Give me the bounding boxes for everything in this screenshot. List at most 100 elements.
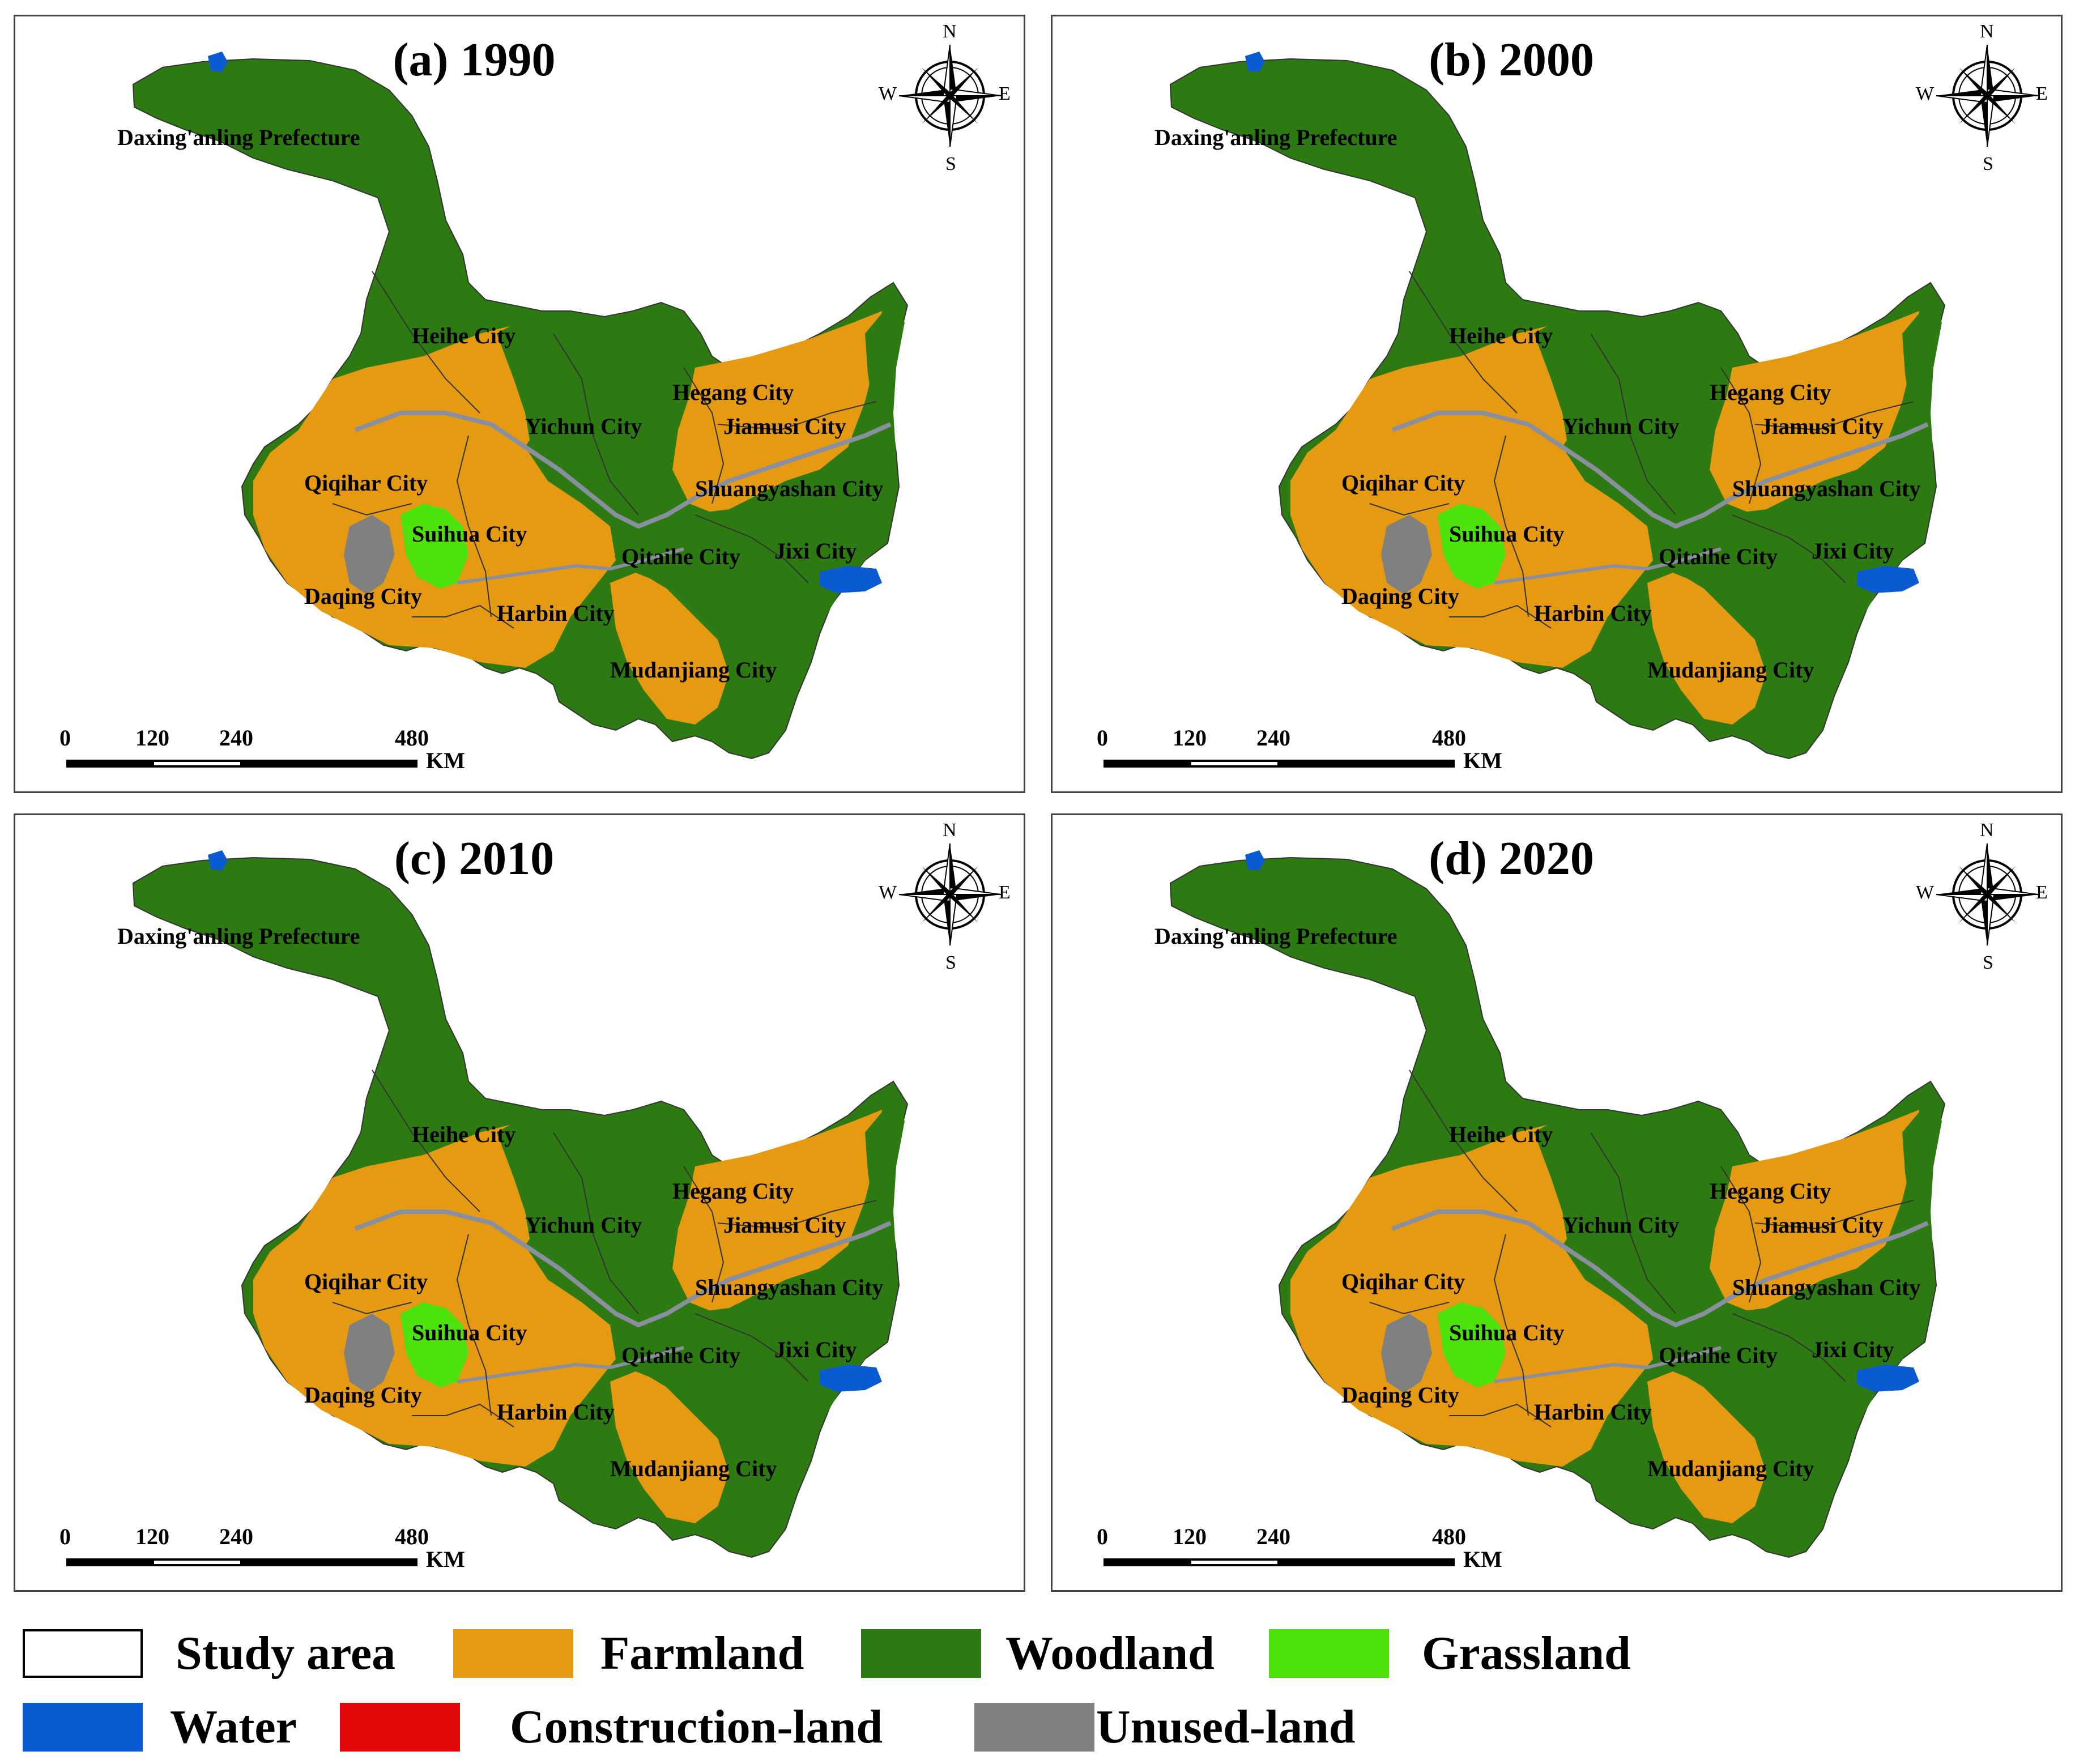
map-panel-2000: (b) 2000 Daxing'anling Prefecture Heihe … [1051, 15, 2063, 793]
legend-label: Construction-land [510, 1701, 883, 1753]
compass-w: W [879, 882, 897, 903]
city-label-hegang: Hegang City [1710, 380, 1831, 405]
legend-swatch-unused-land [974, 1703, 1094, 1752]
panel-title: (d) 2020 [1429, 832, 1594, 885]
city-label-qiqihar: Qiqihar City [1341, 1269, 1465, 1294]
compass-rose: N S E W [1916, 21, 2050, 174]
city-label-jiamusi: Jiamusi City [723, 1212, 846, 1238]
city-label-jiamusi: Jiamusi City [723, 414, 846, 439]
city-label-jixi: Jixi City [1812, 538, 1894, 564]
scale-bar: 0 120 240 480 KM [1087, 725, 1502, 781]
city-label-daxinganling: Daxing'anling Prefecture [1154, 125, 1397, 150]
compass-e: E [999, 882, 1011, 903]
city-label-daxinganling: Daxing'anling Prefecture [1154, 923, 1397, 949]
scale-tick-480: 480 [395, 725, 429, 751]
legend: Study area Farmland Woodland Grassland W… [0, 1614, 2075, 1764]
compass-rose: N S E W [879, 21, 1012, 174]
city-label-daqing: Daqing City [1341, 583, 1459, 609]
legend-label: Grassland [1422, 1627, 1631, 1680]
compass-e: E [2036, 83, 2048, 104]
city-label-qitaihe: Qitaihe City [621, 544, 740, 569]
compass-w: W [879, 83, 897, 104]
city-label-heihe: Heihe City [412, 323, 516, 348]
legend-swatch-farmland [453, 1629, 573, 1678]
city-label-shuangyashan: Shuangyashan City [695, 476, 884, 501]
city-label-daxinganling: Daxing'anling Prefecture [117, 125, 360, 150]
city-label-jiamusi: Jiamusi City [1761, 414, 1884, 439]
city-label-yichun: Yichun City [1562, 414, 1680, 439]
city-label-qiqihar: Qiqihar City [304, 470, 428, 496]
legend-label: Woodland [1005, 1627, 1215, 1680]
city-label-harbin: Harbin City [497, 1399, 615, 1425]
scale-tick-240: 240 [219, 725, 253, 751]
city-label-suihua: Suihua City [412, 521, 527, 547]
legend-swatch-water [23, 1703, 143, 1752]
scale-tick-0: 0 [1097, 725, 1108, 751]
city-label-hegang: Hegang City [672, 380, 794, 405]
city-label-mudanjiang: Mudanjiang City [610, 1456, 777, 1481]
compass-rose: N S E W [1916, 820, 2050, 973]
compass-e: E [2036, 882, 2048, 903]
city-label-yichun: Yichun City [525, 1212, 642, 1238]
city-label-suihua: Suihua City [412, 1320, 527, 1345]
compass-e: E [999, 83, 1011, 104]
city-label-harbin: Harbin City [1534, 600, 1652, 626]
city-label-shuangyashan: Shuangyashan City [1732, 476, 1921, 501]
legend-swatch-grassland [1269, 1629, 1389, 1678]
panel-title: (c) 2010 [394, 832, 555, 885]
city-label-yichun: Yichun City [1562, 1212, 1680, 1238]
compass-s: S [1983, 154, 1993, 174]
city-label-daqing: Daqing City [304, 583, 422, 609]
scale-tick-480: 480 [1432, 725, 1466, 751]
legend-swatch-study-area [23, 1629, 143, 1678]
legend-label: Unused-land [1096, 1701, 1356, 1753]
compass-rose: N S E W [879, 820, 1012, 973]
scale-bar: 0 120 240 480 KM [49, 1523, 465, 1580]
scale-tick-120: 120 [1173, 725, 1207, 751]
city-label-jixi: Jixi City [774, 1337, 857, 1362]
scale-tick-120: 120 [1173, 1524, 1207, 1549]
legend-label: Farmland [600, 1627, 804, 1680]
city-label-qiqihar: Qiqihar City [1341, 470, 1465, 496]
compass-w: W [1916, 83, 1935, 104]
city-label-mudanjiang: Mudanjiang City [610, 657, 777, 683]
city-label-heihe: Heihe City [1449, 1122, 1553, 1147]
city-label-suihua: Suihua City [1449, 1320, 1565, 1345]
city-label-heihe: Heihe City [1449, 323, 1553, 348]
compass-n: N [943, 820, 957, 841]
scale-bar: 0 120 240 480 KM [1087, 1523, 1502, 1580]
scale-tick-240: 240 [219, 1524, 253, 1549]
city-label-qitaihe: Qitaihe City [621, 1343, 740, 1368]
scale-unit: KM [1463, 1546, 1502, 1572]
city-label-jixi: Jixi City [774, 538, 857, 564]
city-label-jixi: Jixi City [1812, 1337, 1894, 1362]
city-label-daqing: Daqing City [304, 1382, 422, 1408]
city-label-harbin: Harbin City [497, 600, 615, 626]
scale-tick-480: 480 [395, 1524, 429, 1549]
scale-bar: 0 120 240 480 KM [49, 725, 465, 781]
legend-label: Water [170, 1701, 297, 1753]
scale-tick-120: 120 [135, 725, 169, 751]
city-label-shuangyashan: Shuangyashan City [695, 1275, 884, 1300]
scale-tick-240: 240 [1256, 725, 1290, 751]
city-label-shuangyashan: Shuangyashan City [1732, 1275, 1921, 1300]
legend-swatch-construction-land [340, 1703, 460, 1752]
city-label-jiamusi: Jiamusi City [1761, 1212, 1884, 1238]
compass-s: S [945, 952, 956, 973]
city-label-harbin: Harbin City [1534, 1399, 1652, 1425]
panel-title: (a) 1990 [393, 33, 556, 86]
legend-swatch-woodland [861, 1629, 981, 1678]
city-label-mudanjiang: Mudanjiang City [1647, 657, 1814, 683]
compass-n: N [1980, 820, 1994, 841]
legend-label: Study area [176, 1627, 396, 1680]
city-label-hegang: Hegang City [1710, 1178, 1831, 1204]
scale-tick-0: 0 [59, 725, 71, 751]
city-label-daxinganling: Daxing'anling Prefecture [117, 923, 360, 949]
city-label-heihe: Heihe City [412, 1122, 516, 1147]
compass-w: W [1916, 882, 1935, 903]
compass-n: N [1980, 21, 1994, 42]
scale-tick-480: 480 [1432, 1524, 1466, 1549]
scale-unit: KM [426, 1546, 465, 1572]
city-label-qitaihe: Qitaihe City [1659, 1343, 1778, 1368]
city-label-hegang: Hegang City [672, 1178, 794, 1204]
